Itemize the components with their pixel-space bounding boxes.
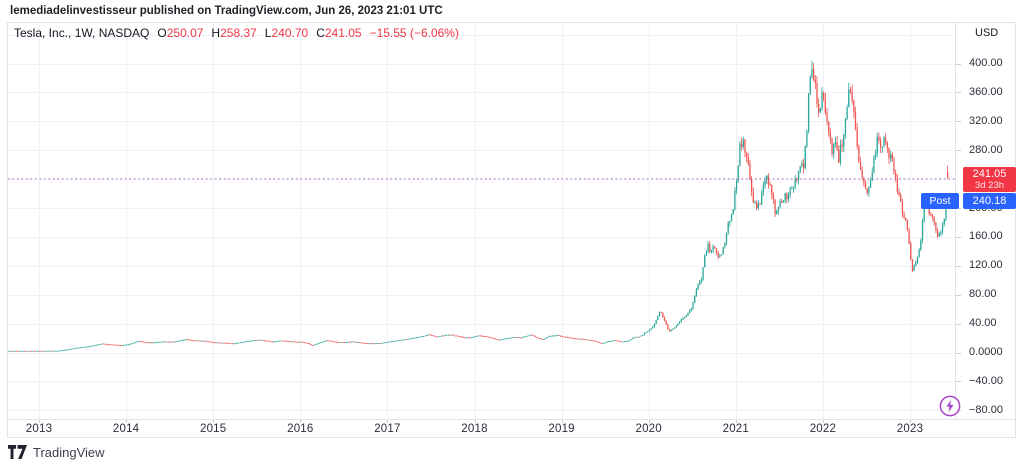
price-tick-label: 0.0000: [969, 346, 1003, 358]
time-tick-label: 2023: [896, 423, 924, 435]
price-tick-label: 360.00: [969, 85, 1003, 98]
post-market-label: Post: [921, 193, 959, 209]
symbol-title: Tesla, Inc., 1W, NASDAQ: [14, 26, 150, 40]
tradingview-footer-link[interactable]: TradingView: [8, 442, 105, 462]
time-tick-label: 2016: [287, 423, 314, 435]
legend-close: C241.05: [316, 26, 362, 40]
price-tick-label: 320.00: [969, 114, 1003, 127]
price-tick-label: −80.00: [969, 403, 1003, 416]
lightning-icon: [939, 395, 961, 417]
price-tick-label: 280.00: [969, 143, 1003, 156]
time-tick-label: 2013: [25, 423, 53, 435]
price-tick-label: −40.00: [969, 374, 1003, 387]
last-price-value: 241.05: [972, 168, 1007, 180]
attribution-text: lemediadelinvestisseur published on Trad…: [10, 5, 443, 17]
time-tick-label: 2014: [112, 423, 140, 435]
symbol-legend: Tesla, Inc., 1W, NASDAQ O250.07 H258.37 …: [14, 26, 459, 40]
price-tick-label: 120.00: [969, 259, 1003, 272]
time-axis-separator: [7, 419, 1016, 420]
tradingview-logo-text: TradingView: [33, 444, 105, 460]
time-tick-label: 2018: [461, 423, 488, 435]
legend-low: L240.70: [264, 26, 309, 40]
price-tick-label: 80.00: [969, 288, 997, 301]
legend-open: O250.07: [157, 26, 204, 40]
time-axis[interactable]: 2013 2014 2015 2016 2017 2018 2019 2020 2021 2022…: [7, 420, 1016, 439]
price-tick-label: 40.00: [969, 317, 997, 330]
legend-change: −15.55 (−6.06%): [369, 26, 459, 40]
currency-label: USD: [975, 27, 999, 39]
time-tick-label: 2019: [548, 423, 575, 435]
boost-button[interactable]: [939, 395, 961, 417]
time-tick-label: 2015: [199, 423, 227, 435]
tradingview-logo-icon: [8, 445, 27, 459]
post-market-price: 240.18: [963, 193, 1016, 209]
time-tick-label: 2017: [374, 423, 401, 435]
price-tick-label: 160.00: [969, 230, 1003, 243]
time-tick-label: 2021: [722, 423, 749, 435]
price-axis-separator: [955, 22, 956, 419]
price-tick-label: 400.00: [969, 57, 1003, 69]
price-axis[interactable]: USD 400.00360.00320.00280.00200.00160.00…: [956, 22, 1016, 419]
time-tick-label: 2020: [635, 423, 662, 435]
bar-countdown: 3d 23h: [974, 180, 1005, 191]
last-price-badge: 241.05 3d 23h: [963, 167, 1016, 192]
time-tick-label: 2022: [809, 423, 837, 435]
legend-high: H258.37: [211, 26, 257, 40]
